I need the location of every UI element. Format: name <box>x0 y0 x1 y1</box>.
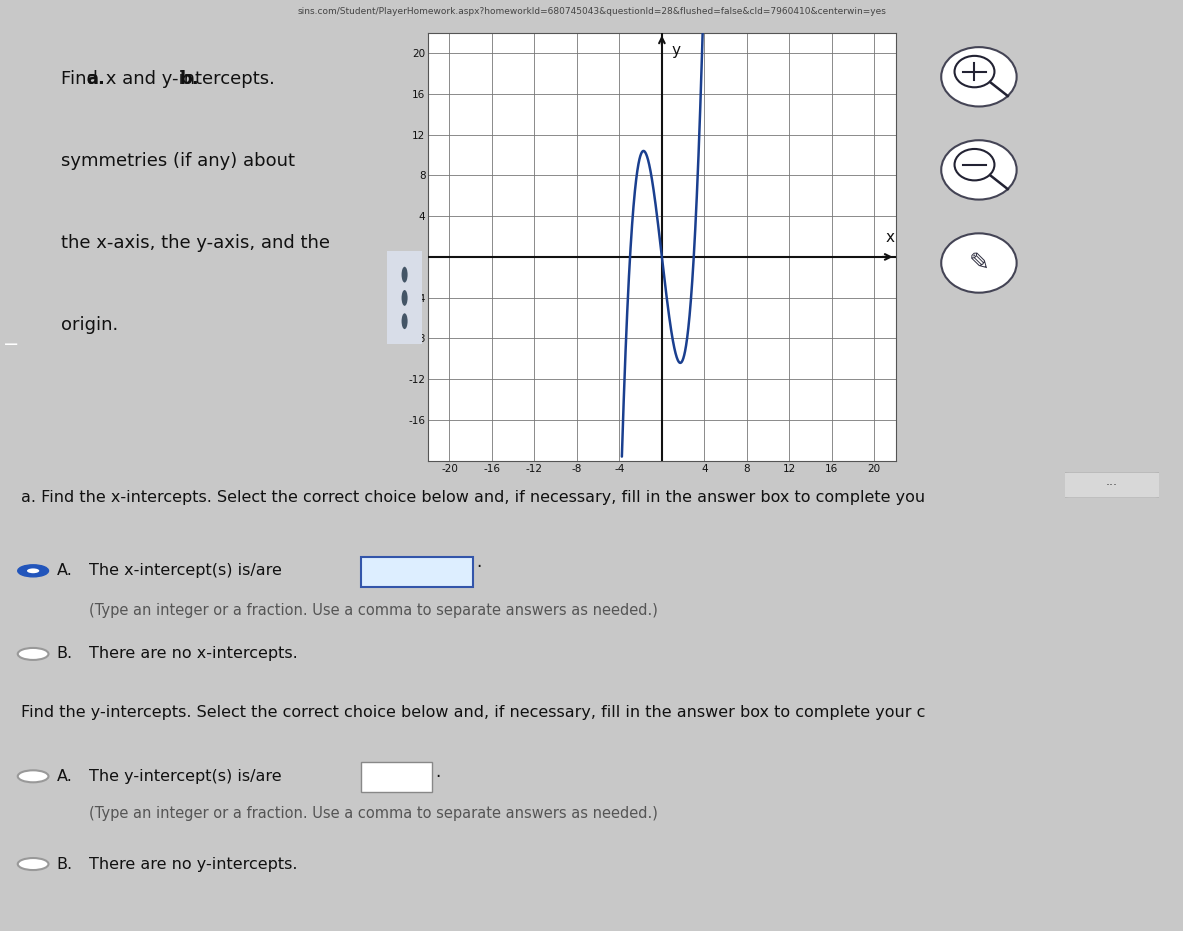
Circle shape <box>942 47 1016 106</box>
Circle shape <box>18 770 49 782</box>
Text: B.: B. <box>57 857 73 871</box>
Text: ✎: ✎ <box>969 251 989 275</box>
Text: A.: A. <box>57 563 72 578</box>
Text: b.: b. <box>180 70 200 88</box>
Circle shape <box>401 313 408 330</box>
FancyBboxPatch shape <box>1060 472 1164 498</box>
Text: symmetries (if any) about: symmetries (if any) about <box>60 152 295 170</box>
Circle shape <box>942 234 1016 292</box>
Text: (Type an integer or a fraction. Use a comma to separate answers as needed.): (Type an integer or a fraction. Use a co… <box>89 805 658 821</box>
Circle shape <box>18 858 49 870</box>
Circle shape <box>18 565 49 577</box>
Text: Find the y-intercepts. Select the correct choice below and, if necessary, fill i: Find the y-intercepts. Select the correc… <box>21 705 925 720</box>
FancyBboxPatch shape <box>383 234 426 362</box>
Circle shape <box>942 141 1016 199</box>
Text: y: y <box>672 43 680 58</box>
Text: .: . <box>477 553 481 571</box>
Circle shape <box>18 648 49 660</box>
Text: There are no y-intercepts.: There are no y-intercepts. <box>89 857 297 871</box>
Text: sins.com/Student/PlayerHomework.aspx?homeworkId=680745043&questionId=28&flushed=: sins.com/Student/PlayerHomework.aspx?hom… <box>297 7 886 16</box>
Text: .: . <box>435 762 440 781</box>
Text: the x-axis, the y-axis, and the: the x-axis, the y-axis, and the <box>60 234 330 252</box>
Text: − 3,0,3: − 3,0,3 <box>388 563 446 578</box>
Text: ···: ··· <box>1106 479 1118 492</box>
Circle shape <box>401 290 408 306</box>
Circle shape <box>401 266 408 283</box>
Text: (Type an integer or a fraction. Use a comma to separate answers as needed.): (Type an integer or a fraction. Use a co… <box>89 602 658 617</box>
Text: a. Find the x-intercepts. Select the correct choice below and, if necessary, fil: a. Find the x-intercepts. Select the cor… <box>21 490 925 505</box>
Text: B.: B. <box>57 646 73 661</box>
Text: −: − <box>2 335 19 354</box>
FancyBboxPatch shape <box>361 557 473 587</box>
Text: There are no x-intercepts.: There are no x-intercepts. <box>89 646 297 661</box>
Text: a.: a. <box>86 70 105 88</box>
FancyBboxPatch shape <box>361 762 432 792</box>
Text: x and y-intercepts.: x and y-intercepts. <box>99 70 280 88</box>
Text: The x-intercept(s) is/are: The x-intercept(s) is/are <box>89 563 282 578</box>
Text: The y-intercept(s) is/are: The y-intercept(s) is/are <box>89 769 282 784</box>
Text: origin.: origin. <box>60 316 118 334</box>
Circle shape <box>27 569 39 573</box>
Text: A.: A. <box>57 769 72 784</box>
Text: Find: Find <box>60 70 103 88</box>
Text: x: x <box>886 230 894 245</box>
